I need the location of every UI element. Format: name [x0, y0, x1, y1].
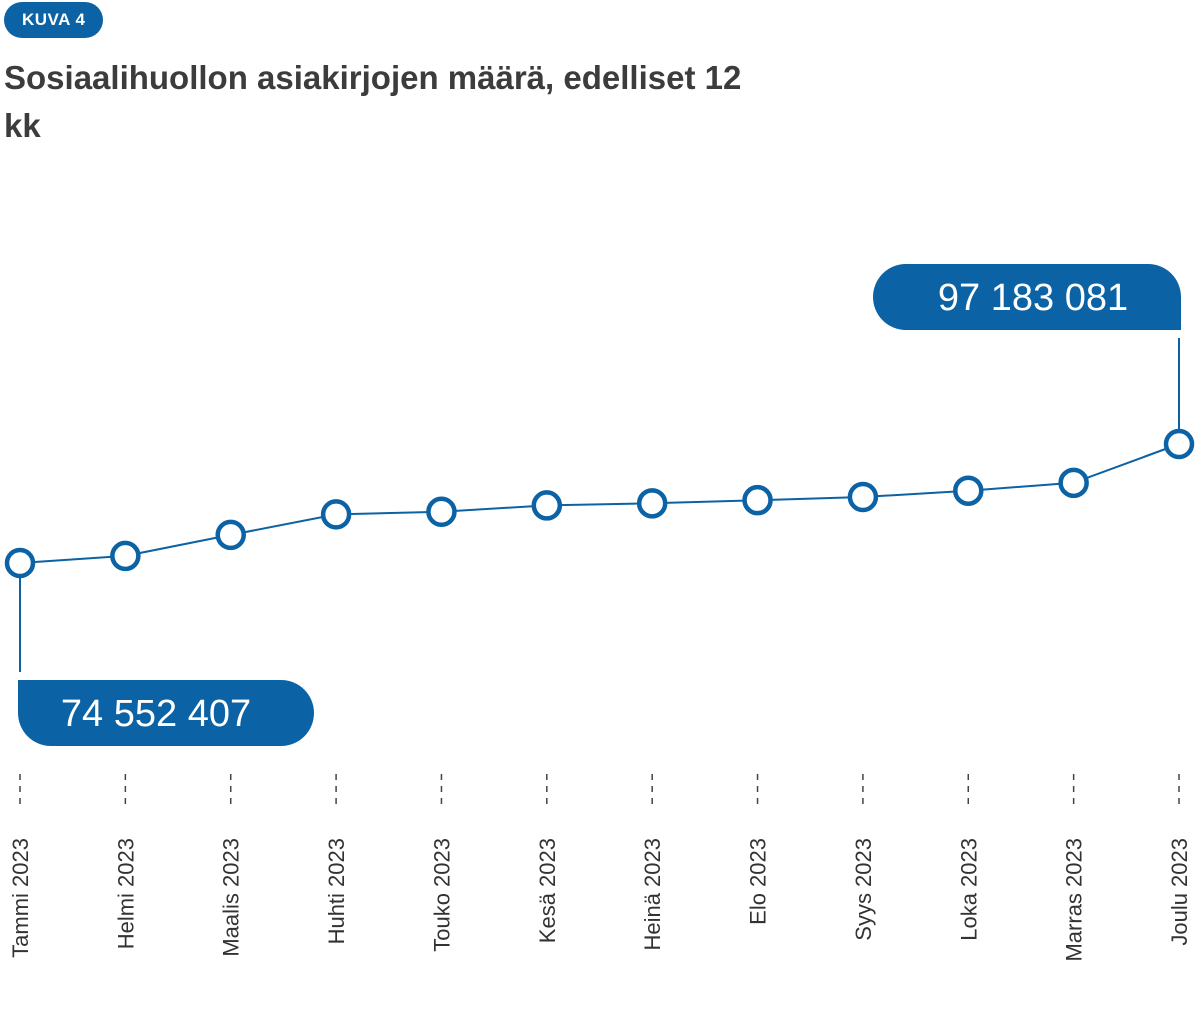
x-tick-label-0: Tammi 2023 [8, 838, 33, 958]
x-tick-label-5: Kesä 2023 [535, 838, 560, 943]
data-point-0 [4, 547, 36, 579]
callout-box-11 [873, 264, 1181, 330]
figure-badge: KUVA 4 [4, 2, 104, 38]
data-point-11 [1163, 428, 1195, 460]
x-tick-label-2: Maalis 2023 [219, 838, 244, 957]
x-tick-label-6: Heinä 2023 [640, 838, 665, 951]
data-point-6 [636, 488, 668, 519]
callout-label-0: 74 552 407 [61, 693, 251, 735]
data-point-8 [847, 481, 879, 513]
series-line [19, 443, 1180, 564]
data-point-1 [110, 540, 141, 572]
callout-box-0 [18, 680, 314, 746]
data-point-4 [426, 496, 457, 527]
x-tick-label-9: Loka 2023 [956, 838, 981, 941]
x-tick-label-4: Touko 2023 [429, 838, 454, 952]
callout-label-11: 97 183 081 [938, 277, 1128, 319]
x-tick-label-11: Joulu 2023 [1167, 838, 1192, 946]
x-tick-label-10: Marras 2023 [1062, 838, 1087, 962]
x-tick-label-7: Elo 2023 [746, 838, 771, 925]
chart-title: Sosiaalihuollon asiakirjojen määrä, edel… [4, 59, 742, 144]
data-point-7 [742, 484, 773, 516]
data-point-5 [531, 490, 563, 521]
data-point-9 [953, 475, 984, 506]
data-point-3 [320, 499, 352, 530]
x-tick-label-8: Syys 2023 [851, 838, 876, 941]
data-point-2 [215, 519, 246, 551]
x-tick-label-1: Helmi 2023 [113, 838, 138, 949]
data-point-10 [1058, 467, 1089, 499]
x-tick-label-3: Huhti 2023 [324, 838, 349, 944]
